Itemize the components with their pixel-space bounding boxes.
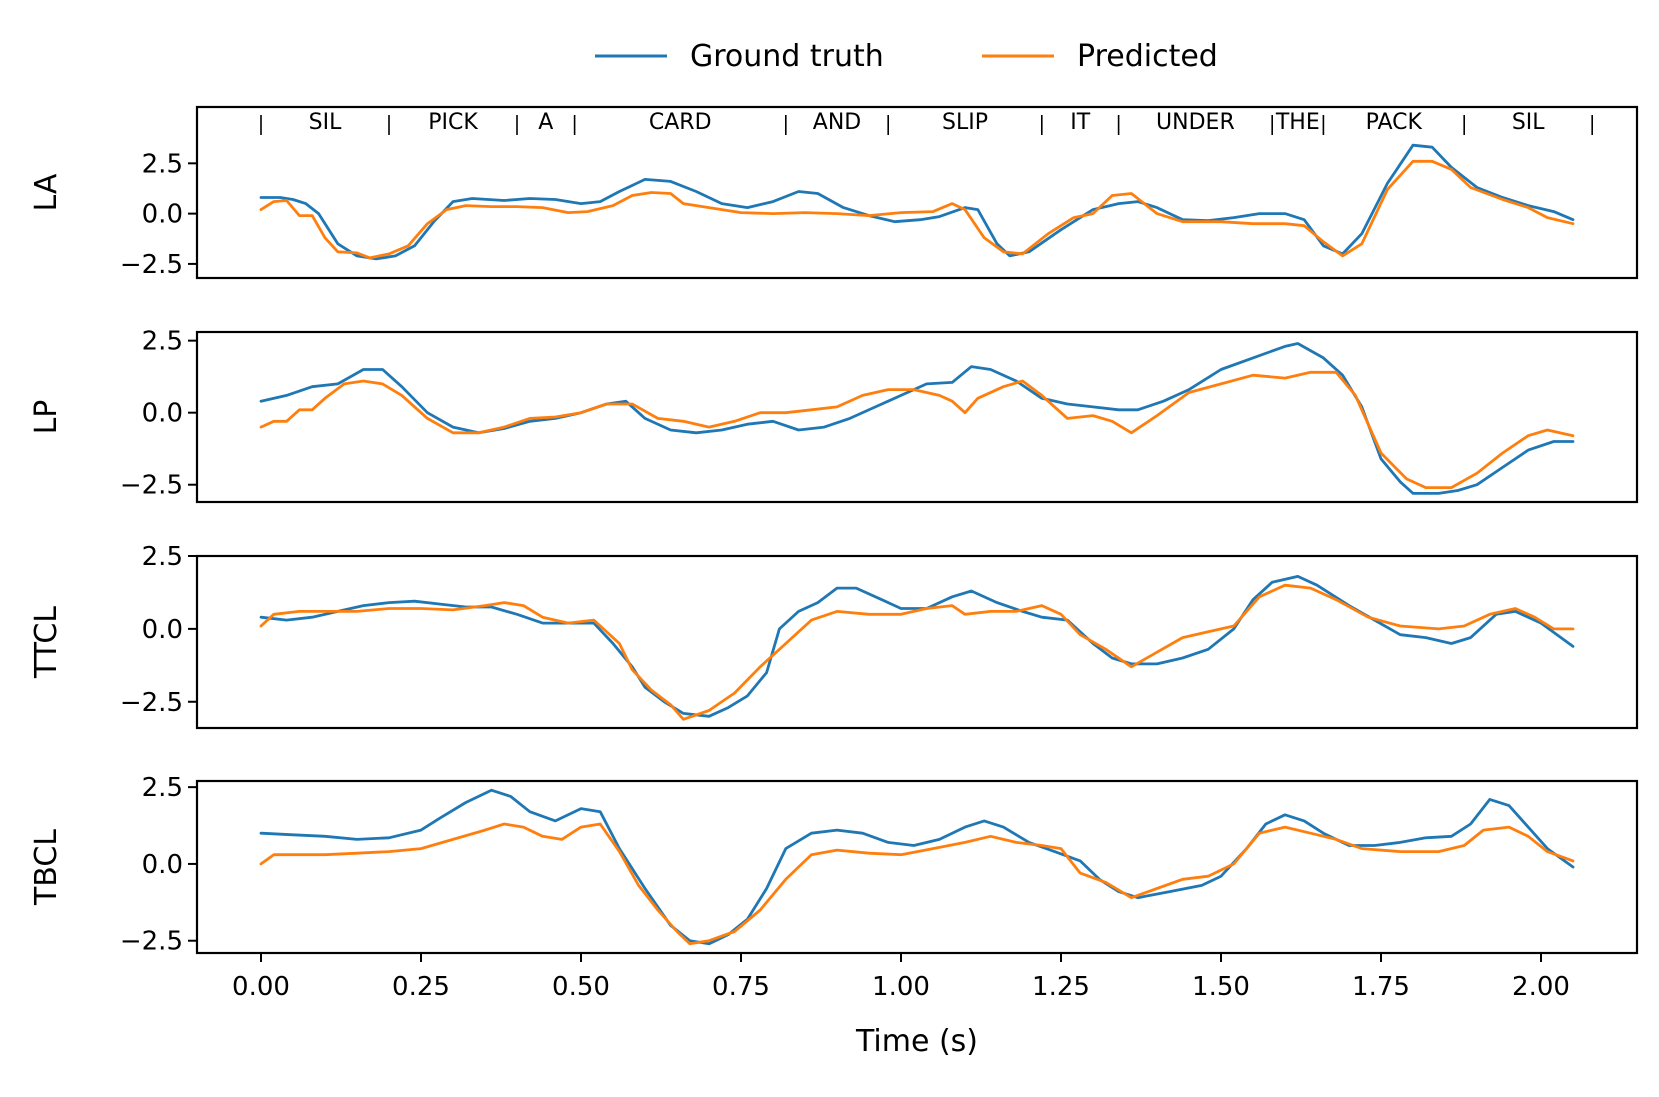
chart-panels: −2.5 0.0 2.5 LA SIL PICK A CARD AND SLIP IT UNDER TH… bbox=[29, 105, 1639, 957]
word-label: SLIP bbox=[942, 110, 988, 135]
x-tick-label: 1.75 bbox=[1352, 972, 1410, 1002]
y-tick-label: 0.0 bbox=[142, 615, 183, 645]
y-tick-label: −2.5 bbox=[120, 250, 183, 280]
y-tick-label: 2.5 bbox=[142, 542, 183, 572]
x-tick-label: 2.00 bbox=[1512, 972, 1570, 1002]
x-tick-label: 0.75 bbox=[712, 972, 770, 1002]
y-axis-label: TTCL bbox=[29, 606, 64, 679]
y-tick-label: 0.0 bbox=[142, 200, 183, 230]
series-line-ground-truth-ttcl bbox=[259, 575, 1575, 718]
word-label: AND bbox=[813, 110, 861, 135]
y-tick-label: −2.5 bbox=[120, 927, 183, 957]
y-axis-label: LA bbox=[29, 173, 64, 211]
y-axis-label: LP bbox=[29, 400, 64, 435]
panel-ttcl: −2.5 0.0 2.5 TTCL bbox=[29, 542, 1639, 730]
series-line-ground-truth-tbcl bbox=[259, 788, 1575, 946]
x-tick-label: 0.50 bbox=[552, 972, 610, 1002]
x-tick-label: 0.25 bbox=[392, 972, 450, 1002]
series-line-predicted-lp bbox=[259, 370, 1575, 489]
word-label: PICK bbox=[428, 110, 478, 135]
y-tick-label: 2.5 bbox=[142, 773, 183, 803]
series-line-predicted-la bbox=[259, 159, 1575, 260]
word-label: SIL bbox=[309, 110, 342, 135]
word-label: SIL bbox=[1512, 110, 1545, 135]
y-tick-label: 0.0 bbox=[142, 850, 183, 880]
word-label: IT bbox=[1070, 110, 1090, 135]
legend-label-ground-truth: Ground truth bbox=[690, 39, 884, 74]
series-line-predicted-tbcl bbox=[259, 822, 1575, 946]
x-axis-label: Time (s) bbox=[855, 1024, 978, 1059]
word-label: A bbox=[538, 110, 553, 135]
y-tick-label: 2.5 bbox=[142, 149, 183, 179]
x-axis: 0.00 0.25 0.50 0.75 1.00 1.25 1.50 1.75 2.00 Time… bbox=[232, 953, 1570, 1059]
y-tick-label: 0.0 bbox=[142, 399, 183, 429]
y-axis-label: TBCL bbox=[29, 829, 64, 906]
word-label: UNDER bbox=[1156, 110, 1235, 135]
word-label: CARD bbox=[649, 110, 712, 135]
word-label: PACK bbox=[1366, 110, 1423, 135]
series-line-predicted-ttcl bbox=[259, 583, 1575, 721]
panel-frame bbox=[195, 554, 1639, 730]
x-tick-label: 0.00 bbox=[232, 972, 290, 1002]
x-tick-label: 1.00 bbox=[872, 972, 930, 1002]
y-tick-label: −2.5 bbox=[120, 688, 183, 718]
panel-lp: −2.5 0.0 2.5 LP bbox=[29, 327, 1639, 504]
panel-frame bbox=[195, 330, 1639, 504]
panel-frame bbox=[195, 105, 1639, 280]
panel-tbcl: −2.5 0.0 2.5 TBCL bbox=[29, 773, 1639, 957]
x-tick-label: 1.25 bbox=[1032, 972, 1090, 1002]
word-label: THE bbox=[1275, 110, 1320, 135]
panel-la: −2.5 0.0 2.5 LA SIL PICK A CARD AND SLIP IT UNDER TH… bbox=[29, 105, 1639, 280]
legend-label-predicted: Predicted bbox=[1077, 39, 1218, 74]
y-tick-label: 2.5 bbox=[142, 327, 183, 357]
legend: Ground truth Predicted bbox=[595, 39, 1218, 74]
panel-frame bbox=[195, 779, 1639, 955]
y-tick-label: −2.5 bbox=[120, 471, 183, 501]
series-line-ground-truth-la bbox=[259, 143, 1575, 261]
x-tick-label: 1.50 bbox=[1192, 972, 1250, 1002]
series-line-ground-truth-lp bbox=[259, 342, 1575, 495]
